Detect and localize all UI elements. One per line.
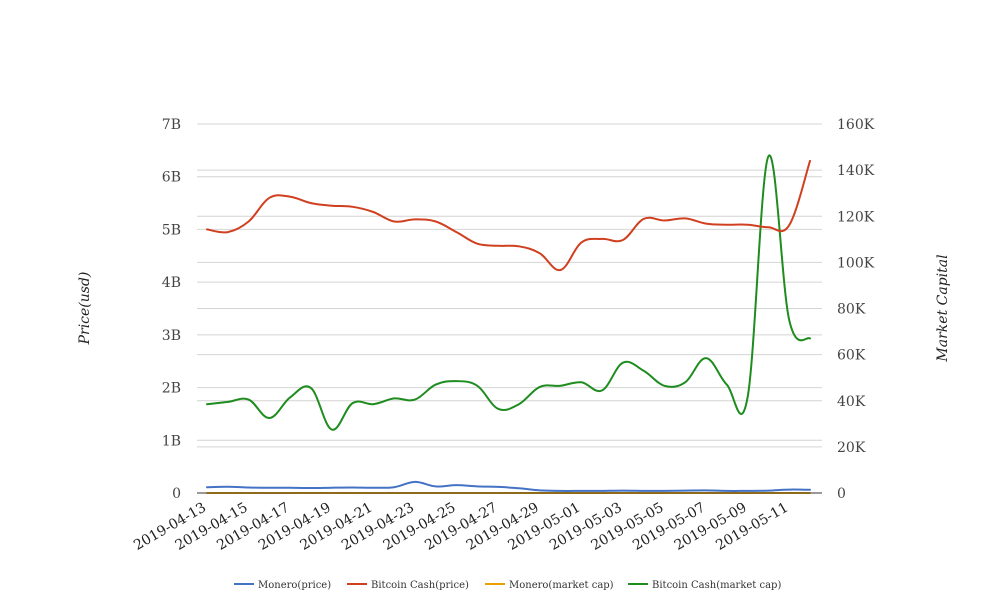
right-tick-label: 20K [837,440,866,456]
left-tick-label: 0 [172,486,181,502]
series-lines [206,154,811,495]
series-line-monero-price [206,480,811,492]
right-axis-title: Market Capital [935,254,951,362]
left-tick-label: 5B [162,222,181,238]
left-axis-ticks: 0 1B 2B 3B 4B 5B 6B 7B [162,117,181,502]
right-axis-ticks: 0 20K 40K 60K 80K 100K 120K 140K 160K [837,117,875,502]
right-tick-label: 40K [837,394,866,410]
series-line-bitcoin-cash-price [206,159,811,272]
right-tick-label: 140K [837,163,875,179]
right-tick-label: 80K [837,302,866,318]
x-axis-ticks: 2019-04-132019-04-152019-04-172019-04-19… [131,500,791,554]
legend-label: Bitcoin Cash(price) [371,580,469,591]
left-tick-label: 4B [162,275,181,291]
series-line-bitcoin-cash-market-cap [206,154,811,431]
right-tick-label: 0 [837,486,846,502]
left-tick-label: 6B [162,170,181,186]
right-tick-label: 100K [837,255,875,271]
right-tick-label: 120K [837,209,875,225]
left-axis-title: Price(usd) [77,272,93,346]
legend-label: Monero(price) [258,580,331,591]
legend-label: Monero(market cap) [509,580,614,591]
right-tick-label: 160K [837,117,875,133]
legend-label: Bitcoin Cash(market cap) [652,580,781,591]
legend: Monero(price) Bitcoin Cash(price) Monero(m… [234,580,781,591]
left-tick-label: 3B [162,328,181,344]
left-tick-label: 7B [162,117,181,133]
gridlines [197,123,822,448]
right-tick-label: 60K [837,348,866,364]
left-tick-label: 1B [162,433,181,449]
left-tick-label: 2B [162,381,181,397]
